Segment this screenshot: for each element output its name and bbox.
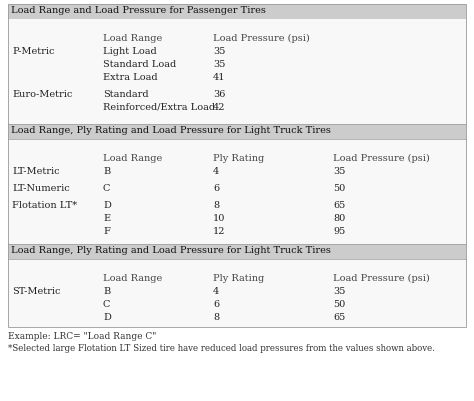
Text: Load Range, Ply Rating and Load Pressure for Light Truck Tires: Load Range, Ply Rating and Load Pressure… <box>11 126 331 135</box>
Text: 8: 8 <box>213 201 219 210</box>
Text: 35: 35 <box>213 47 225 56</box>
Text: Euro-Metric: Euro-Metric <box>12 90 73 99</box>
Text: D: D <box>103 313 111 322</box>
Text: F: F <box>103 227 110 236</box>
Text: Load Range: Load Range <box>103 154 162 163</box>
Text: Standard: Standard <box>103 90 149 99</box>
Text: D: D <box>103 201 111 210</box>
Text: LT-Numeric: LT-Numeric <box>12 184 70 193</box>
Text: 35: 35 <box>333 167 346 176</box>
Bar <box>8 4 466 327</box>
Text: B: B <box>103 287 110 296</box>
Bar <box>8 4 466 19</box>
Text: 8: 8 <box>213 313 219 322</box>
Text: Ply Rating: Ply Rating <box>213 274 264 283</box>
Text: 50: 50 <box>333 300 345 309</box>
Text: 65: 65 <box>333 313 345 322</box>
Text: 4: 4 <box>213 287 219 296</box>
Bar <box>8 124 466 139</box>
Text: Load Pressure (psi): Load Pressure (psi) <box>333 154 430 163</box>
Text: 35: 35 <box>213 60 225 69</box>
Text: Light Load: Light Load <box>103 47 157 56</box>
Text: 50: 50 <box>333 184 345 193</box>
Text: 41: 41 <box>213 73 226 82</box>
Text: 10: 10 <box>213 214 225 223</box>
Bar <box>8 139 466 244</box>
Text: 12: 12 <box>213 227 226 236</box>
Text: 80: 80 <box>333 214 345 223</box>
Text: 35: 35 <box>333 287 346 296</box>
Text: Load Range: Load Range <box>103 34 162 43</box>
Text: Standard Load: Standard Load <box>103 60 176 69</box>
Text: Ply Rating: Ply Rating <box>213 154 264 163</box>
Text: E: E <box>103 214 110 223</box>
Text: Flotation LT*: Flotation LT* <box>12 201 77 210</box>
Text: ST-Metric: ST-Metric <box>12 287 61 296</box>
Text: Example: LRC= "Load Range C": Example: LRC= "Load Range C" <box>8 332 156 341</box>
Text: B: B <box>103 167 110 176</box>
Text: LT-Metric: LT-Metric <box>12 167 60 176</box>
Text: 36: 36 <box>213 90 225 99</box>
Text: *Selected large Flotation LT Sized tire have reduced load pressures from the val: *Selected large Flotation LT Sized tire … <box>8 344 435 353</box>
Text: Load Range, Ply Rating and Load Pressure for Light Truck Tires: Load Range, Ply Rating and Load Pressure… <box>11 246 331 255</box>
Text: 42: 42 <box>213 103 226 112</box>
Text: P-Metric: P-Metric <box>12 47 55 56</box>
Text: 65: 65 <box>333 201 345 210</box>
Bar <box>8 19 466 124</box>
Bar <box>8 244 466 259</box>
Text: 4: 4 <box>213 167 219 176</box>
Text: Load Range: Load Range <box>103 274 162 283</box>
Bar <box>8 259 466 327</box>
Text: Extra Load: Extra Load <box>103 73 158 82</box>
Text: Load Range and Load Pressure for Passenger Tires: Load Range and Load Pressure for Passeng… <box>11 6 266 15</box>
Text: Reinforced/Extra Load: Reinforced/Extra Load <box>103 103 215 112</box>
Text: C: C <box>103 300 110 309</box>
Text: Load Pressure (psi): Load Pressure (psi) <box>333 274 430 283</box>
Text: C: C <box>103 184 110 193</box>
Text: 95: 95 <box>333 227 345 236</box>
Text: Load Pressure (psi): Load Pressure (psi) <box>213 34 310 43</box>
Text: 6: 6 <box>213 184 219 193</box>
Text: 6: 6 <box>213 300 219 309</box>
